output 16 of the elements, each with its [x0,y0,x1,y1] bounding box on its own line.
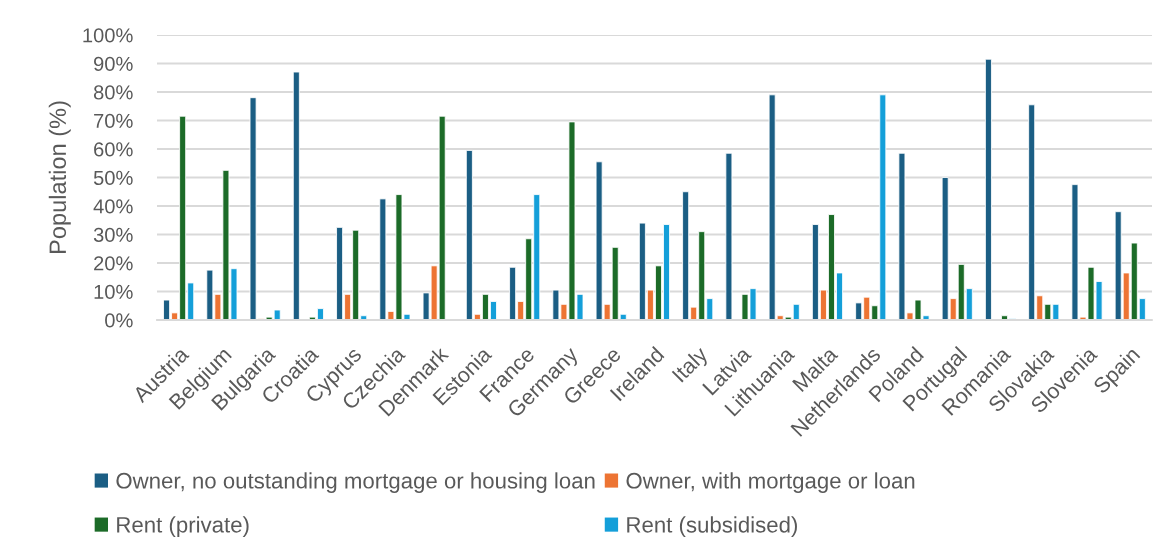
y-tick-label: 0% [105,313,133,328]
legend-label: Owner, with mortgage or loan [626,472,915,493]
y-tick-label: 70% [94,113,133,128]
y-axis-title: Population (%) [48,101,71,253]
legend-label: Rent (private) [117,516,249,538]
y-tick-label: 10% [94,284,133,299]
legend-label: Owner, no outstanding mortgage or housing loan [116,472,595,493]
legend-label: Rent (subsidised) [627,516,797,538]
y-tick-label: 20% [94,256,133,271]
y-tick-label: 40% [93,199,133,214]
y-tick-label: 30% [93,227,133,242]
y-tick-label: 80% [93,85,133,100]
y-tick-label: 100% [83,28,133,43]
y-tick-label: 60% [94,142,133,157]
y-tick-label: 90% [94,56,133,71]
y-tick-label: 50% [93,170,133,185]
